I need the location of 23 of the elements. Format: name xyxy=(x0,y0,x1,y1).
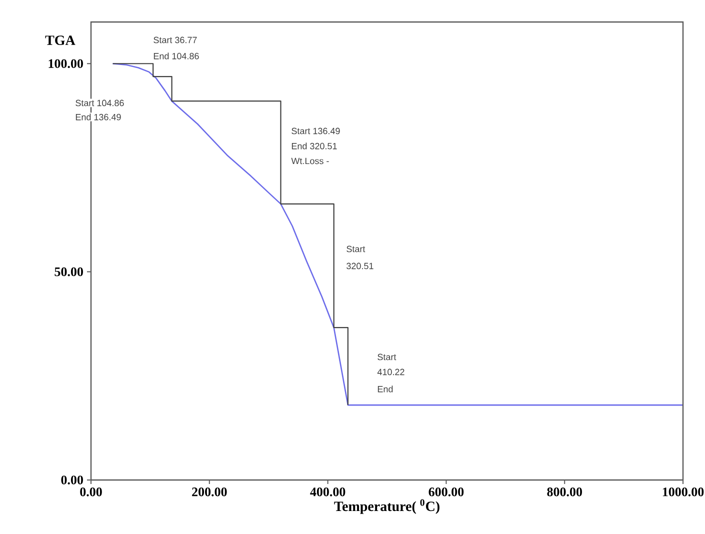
y-tick-label: 0.00 xyxy=(61,476,83,484)
x-tick-label: 200.00 xyxy=(192,488,227,496)
annotation: Wt.Loss - xyxy=(291,158,329,164)
annotation: End xyxy=(378,386,393,392)
x-tick-label: 0.00 xyxy=(80,488,102,496)
y-axis-title: TGA xyxy=(45,36,76,46)
annotation: 410.22 xyxy=(377,368,404,376)
annotation: Start xyxy=(346,246,366,252)
annotation: End 104.86 xyxy=(154,52,199,60)
x-tick-label: 400.00 xyxy=(310,488,346,496)
y-tick-label: 100.00 xyxy=(48,59,83,68)
annotation: End 136.49 xyxy=(76,114,121,120)
x-axis-title: Temperature( $^{0}$C) xyxy=(334,499,440,514)
annotation: Start 104.86 xyxy=(76,100,124,106)
annotation: 320.51 xyxy=(346,262,374,270)
x-tick-label: 600.00 xyxy=(428,488,464,496)
annotation: End 320.51 xyxy=(292,142,337,150)
x-tick-label: 1000.00 xyxy=(662,488,704,496)
y-tick-label: 50.00 xyxy=(54,267,83,276)
annotation: Start 136.49 xyxy=(292,128,340,134)
annotation: Start xyxy=(378,354,396,360)
x-tick-label: 800.00 xyxy=(547,488,582,496)
annotation: Start 36.77 xyxy=(154,36,197,44)
